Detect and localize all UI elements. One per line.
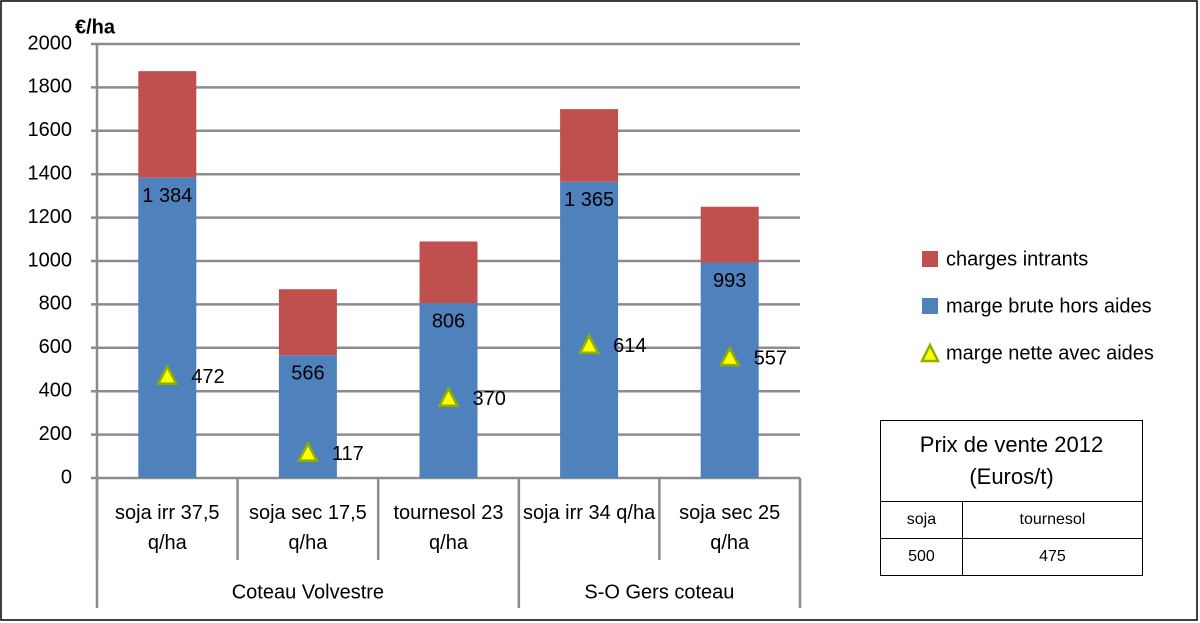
data-label: 806 xyxy=(432,310,465,332)
x-tick-label: soja sec 17,5 q/ha xyxy=(248,502,367,554)
legend-swatch xyxy=(922,251,938,267)
triangle-marker xyxy=(437,386,460,407)
y-tick-label: 1000 xyxy=(28,249,73,271)
triangle-marker xyxy=(578,333,601,355)
bar-segment xyxy=(138,177,197,478)
data-label: 370 xyxy=(473,388,506,410)
data-label: 614 xyxy=(613,335,646,357)
y-tick-label: 2000 xyxy=(28,32,73,54)
data-label: 566 xyxy=(291,362,324,384)
x-tick-label: tournesol 23 q/ha xyxy=(393,502,504,554)
bar-segment xyxy=(700,206,759,263)
y-tick-label: 1800 xyxy=(28,76,73,98)
x-tick-label: soja irr 34 q/ha xyxy=(522,502,656,524)
x-tick-label: soja irr 37,5 q/ha xyxy=(115,502,220,554)
legend-label: charges intrants xyxy=(946,248,1088,270)
y-tick-label: 1400 xyxy=(28,162,73,184)
data-label: 1 365 xyxy=(564,189,614,211)
table-header: soja xyxy=(880,501,963,539)
data-label: 1 384 xyxy=(142,185,192,207)
y-tick-label: 800 xyxy=(39,293,72,315)
bar-segment xyxy=(700,262,759,478)
y-axis-label: €/ha xyxy=(75,16,116,38)
group-label: Coteau Volvestre xyxy=(232,581,384,603)
triangle-marker xyxy=(296,440,319,462)
data-label: 472 xyxy=(191,366,224,388)
legend-label: marge brute hors aides xyxy=(946,295,1152,317)
triangle-marker xyxy=(718,345,741,367)
bar-segment xyxy=(278,289,337,356)
data-label: 993 xyxy=(713,270,746,292)
y-tick-label: 1600 xyxy=(28,119,73,141)
table-title: Prix de vente 2012 (Euros/t) xyxy=(880,420,1143,502)
y-tick-label: 1200 xyxy=(28,206,73,228)
group-label: S-O Gers coteau xyxy=(584,581,734,603)
bar-segment xyxy=(560,109,619,182)
bar-segment xyxy=(419,241,478,304)
triangle-marker xyxy=(156,363,179,385)
table-cell: 475 xyxy=(961,538,1144,576)
y-tick-label: 400 xyxy=(39,379,72,401)
x-tick-label: soja sec 25 q/ha xyxy=(679,502,781,554)
data-label: 557 xyxy=(754,347,787,369)
y-tick-label: 600 xyxy=(39,336,72,358)
table-header: tournesol xyxy=(961,501,1144,539)
y-tick-label: 200 xyxy=(39,423,72,445)
legend-marker xyxy=(919,342,941,363)
table-cell: 500 xyxy=(880,538,963,576)
data-label: 117 xyxy=(332,443,364,465)
bar-segment xyxy=(138,71,197,178)
legend-swatch xyxy=(922,298,938,314)
price-table: Prix de vente 2012 (Euros/t) soja tournes… xyxy=(880,420,1144,576)
legend-label: marge nette avec aides xyxy=(946,342,1154,364)
bar-segment xyxy=(560,181,619,479)
y-tick-label: 0 xyxy=(61,466,72,488)
